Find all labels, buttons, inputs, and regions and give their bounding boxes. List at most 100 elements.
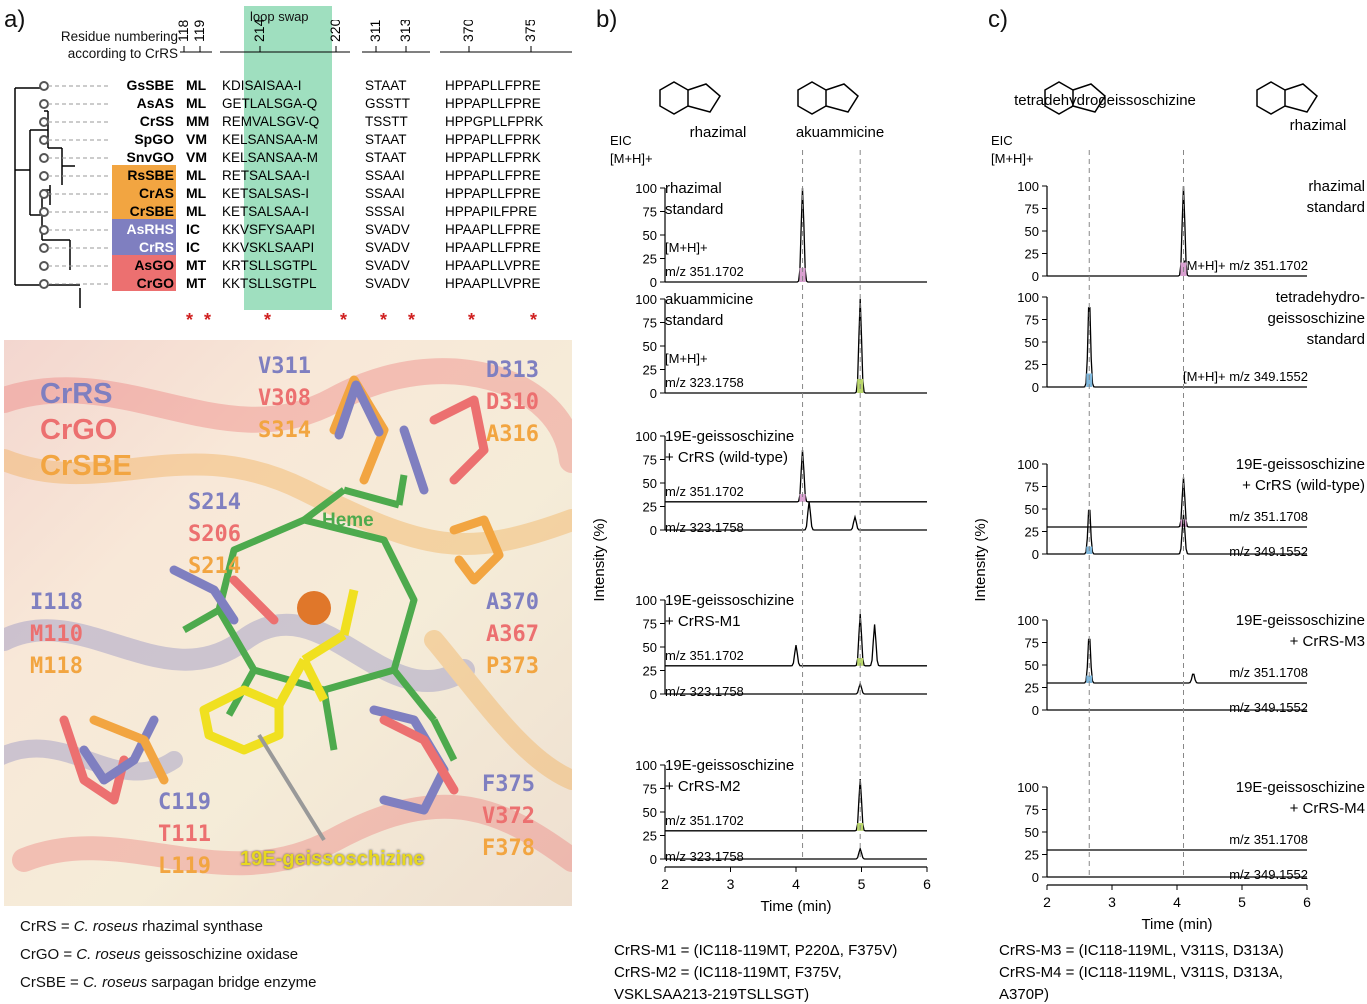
seq-311: STAAT bbox=[365, 132, 407, 147]
mutant-definition: VSKLSAA213-219TSLLSGT) bbox=[614, 986, 809, 1003]
y-tick-label: 75 bbox=[1025, 313, 1039, 328]
species-highlight bbox=[112, 183, 176, 201]
residue-pair: ML bbox=[186, 203, 207, 219]
mz-label: m/z 349.1552 bbox=[1229, 700, 1308, 715]
x-axis-label: Time (min) bbox=[1141, 916, 1212, 933]
species-name: AsGO bbox=[134, 257, 174, 273]
y-tick-label: 0 bbox=[650, 275, 657, 290]
trace-title: + CrRS-M3 bbox=[1290, 633, 1365, 650]
eic-trace bbox=[665, 681, 927, 695]
seq-370: HPPAPLLFPRE bbox=[445, 78, 541, 93]
y-tick-label: 25 bbox=[643, 664, 657, 679]
conserved-star: * bbox=[408, 310, 415, 330]
peak-fill bbox=[799, 494, 806, 502]
ion-label: [M+H]+ bbox=[665, 240, 708, 255]
species-name: CrGO bbox=[137, 275, 174, 291]
y-tick-label: 50 bbox=[643, 805, 657, 820]
trace-title: + CrRS-M1 bbox=[665, 613, 740, 630]
eic-trace bbox=[1047, 509, 1307, 555]
species-name: AsAS bbox=[137, 95, 174, 111]
loop-seq: KDISAISAA-I bbox=[222, 78, 302, 93]
y-tick-label: 75 bbox=[1025, 480, 1039, 495]
y-axis-label: Intensity (%) bbox=[591, 518, 608, 601]
mz-label: m/z 351.1702 bbox=[665, 648, 744, 663]
y-tick-label: 50 bbox=[643, 640, 657, 655]
residue-label: V308 bbox=[258, 386, 311, 411]
x-tick-label: 2 bbox=[1043, 894, 1051, 910]
loop-seq: GETLALSGA-Q bbox=[222, 96, 317, 111]
residue-label: S214 bbox=[188, 490, 241, 515]
loop-seq: KKTSLLSGTPL bbox=[222, 276, 317, 291]
residue-pair: MM bbox=[186, 113, 209, 129]
mz-label: m/z 349.1552 bbox=[1229, 544, 1308, 559]
loop-seq: REMVALSGV-Q bbox=[222, 114, 319, 129]
y-tick-label: 0 bbox=[650, 687, 657, 702]
mutant-definition: CrRS-M2 = (IC118-119MT, F375V, bbox=[614, 964, 842, 981]
y-tick-label: 50 bbox=[1025, 224, 1039, 239]
residue-label: V372 bbox=[482, 804, 535, 829]
y-tick-label: 75 bbox=[643, 782, 657, 797]
loop-seq: KKVSKLSAAPI bbox=[222, 240, 314, 255]
y-axis-label: Intensity (%) bbox=[975, 518, 989, 601]
mz-label: m/z 351.1702 bbox=[665, 264, 744, 279]
mz-label: m/z 351.1708 bbox=[1229, 665, 1308, 680]
protein-structure: CrRS CrGO CrSBE Heme 19E-geissoschizine … bbox=[4, 340, 572, 906]
eic-label: EIC bbox=[610, 133, 632, 148]
molecule-sketch bbox=[659, 81, 721, 115]
trace-title: 19E-geissoschizine bbox=[1236, 456, 1365, 473]
conserved-star: * bbox=[468, 310, 475, 330]
seq-370: HPPAPLLFPRK bbox=[445, 132, 541, 147]
x-tick-label: 4 bbox=[1173, 894, 1181, 910]
y-tick-label: 50 bbox=[1025, 335, 1039, 350]
residue-label: A370 bbox=[486, 590, 539, 615]
y-tick-label: 0 bbox=[650, 386, 657, 401]
y-tick-label: 25 bbox=[643, 363, 657, 378]
residue-pair: VM bbox=[186, 131, 207, 147]
y-tick-label: 75 bbox=[643, 453, 657, 468]
seq-370: HPPAPLLFPRK bbox=[445, 150, 541, 165]
y-tick-label: 0 bbox=[1032, 380, 1039, 395]
y-tick-label: 75 bbox=[643, 205, 657, 220]
position-label: 311 bbox=[367, 20, 383, 42]
seq-311: SVADV bbox=[365, 276, 410, 291]
residue-pair: ML bbox=[186, 77, 207, 93]
species-name: GsSBE bbox=[127, 77, 174, 93]
loop-seq: KETSALSAA-I bbox=[222, 204, 309, 219]
residue-label: C119 bbox=[158, 790, 211, 815]
mz-label: m/z 351.1708 bbox=[1229, 509, 1308, 524]
y-tick-label: 50 bbox=[643, 339, 657, 354]
species-name: RsSBE bbox=[127, 167, 174, 183]
y-tick-label: 25 bbox=[643, 500, 657, 515]
x-tick-label: 2 bbox=[661, 876, 669, 892]
x-tick-label: 3 bbox=[727, 876, 735, 892]
footnote-crsbe: CrSBE = C. roseus sarpagan bridge enzyme bbox=[20, 974, 317, 991]
eic-ion: [M+H]+ bbox=[610, 151, 653, 166]
panel-a-label: a) bbox=[4, 6, 26, 33]
trace-title: + CrRS-M2 bbox=[665, 778, 740, 795]
panel-c-label: c) bbox=[988, 6, 1008, 33]
tree-node bbox=[39, 243, 49, 253]
panel-b-label: b) bbox=[596, 6, 618, 33]
trace-title: + CrRS (wild-type) bbox=[1242, 477, 1365, 494]
residue-label: S206 bbox=[188, 522, 241, 547]
species-highlight bbox=[112, 237, 176, 255]
seq-370: HPPAPLLFPRE bbox=[445, 168, 541, 183]
trace-title: + CrRS-M4 bbox=[1290, 800, 1365, 817]
residue-label: P373 bbox=[486, 654, 539, 679]
species-name: CrAS bbox=[139, 185, 174, 201]
trace-title: 19E-geissoschizine bbox=[665, 757, 794, 774]
seq-370: HPAAPLLFPRE bbox=[445, 240, 541, 255]
loop-swap-label: loop swap bbox=[250, 9, 309, 24]
species-name: CrRS bbox=[139, 239, 174, 255]
y-tick-label: 100 bbox=[1017, 457, 1039, 472]
y-tick-label: 100 bbox=[635, 758, 657, 773]
molecule-sketch bbox=[1044, 81, 1106, 115]
species-highlight bbox=[112, 273, 176, 291]
residue-pair: IC bbox=[186, 221, 200, 237]
mz-label: m/z 351.1708 bbox=[1229, 832, 1308, 847]
seq-370: HPPAPLLFPRE bbox=[445, 96, 541, 111]
seq-311: SVADV bbox=[365, 240, 410, 255]
mz-label: m/z 323.1758 bbox=[665, 520, 744, 535]
peak-fill bbox=[857, 658, 864, 666]
compound-name: tetradehydrogeissoschizine bbox=[1014, 92, 1196, 109]
